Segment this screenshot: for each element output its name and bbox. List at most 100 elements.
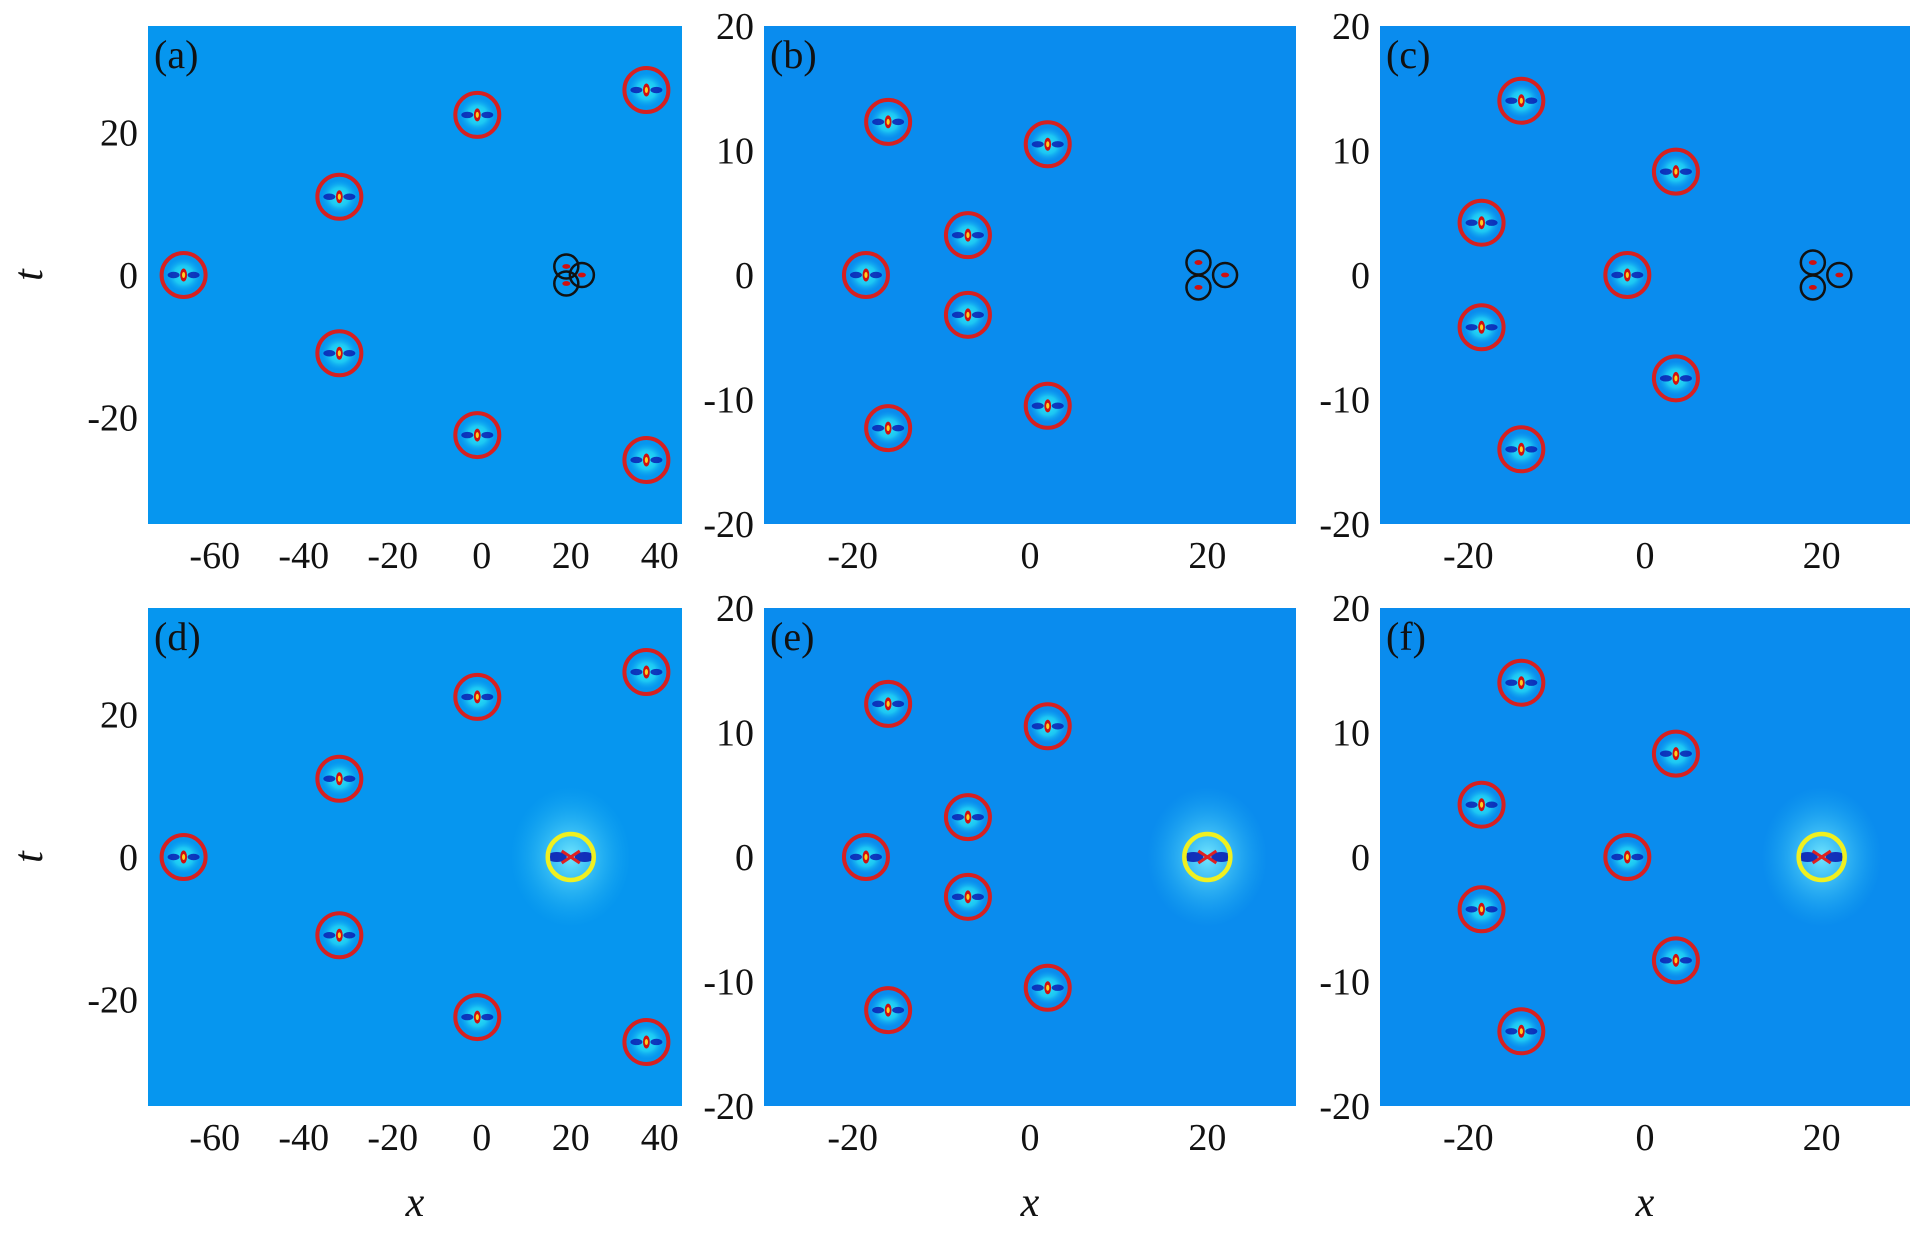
red-circle-marker — [1023, 381, 1072, 430]
red-circle-marker — [622, 435, 671, 484]
y-tick-label: -10 — [1319, 962, 1370, 1004]
red-circle-marker — [1603, 251, 1652, 299]
y-tick-label: 20 — [100, 113, 138, 155]
red-circle-marker — [159, 833, 208, 881]
y-axis-label: t — [6, 850, 52, 863]
y-tick-label: -20 — [703, 1086, 754, 1128]
y-tick-label: 0 — [119, 255, 138, 297]
y-tick-label: 20 — [1332, 6, 1370, 48]
peak — [1503, 665, 1540, 700]
x-tick-label: -20 — [367, 1117, 418, 1159]
peak — [949, 879, 986, 914]
x-tick-label: 0 — [1021, 1117, 1040, 1159]
panel-d: (d) -60 -40 -20 0 20 40 -20 0 20 x t — [6, 608, 682, 1226]
y-tick-label: 10 — [1332, 713, 1370, 755]
x-tick-label: 40 — [641, 1117, 679, 1159]
panel-label: (e) — [770, 614, 814, 659]
x-tick-label: 20 — [1188, 535, 1226, 577]
peak — [1657, 154, 1694, 189]
peak — [1463, 787, 1500, 822]
panel-f: (f) -20 0 20 -20 -10 0 10 20 x — [1319, 588, 1910, 1226]
red-circle-marker — [1457, 780, 1506, 829]
peak — [321, 336, 358, 371]
heatmap-area — [764, 26, 1296, 524]
black-circle-marker — [553, 253, 580, 280]
x-tick-label: -20 — [1443, 1117, 1494, 1159]
red-circle-marker — [1497, 1007, 1546, 1056]
peak — [949, 800, 986, 835]
red-circle-marker — [1497, 425, 1546, 474]
y-tick-label: 20 — [716, 6, 754, 48]
rogue-wave-core — [1183, 849, 1232, 865]
y-tick-label: 0 — [1351, 837, 1370, 879]
x-tick-label: -20 — [827, 1117, 878, 1159]
rogue-wave-core — [1797, 849, 1846, 865]
peak — [1029, 388, 1066, 423]
peak — [1503, 83, 1540, 118]
black-circle-marker — [1799, 274, 1827, 301]
peak — [847, 258, 884, 292]
peak — [321, 761, 358, 796]
x-tick-label: -20 — [1443, 535, 1494, 577]
heatmap-area — [148, 26, 682, 524]
yellow-circle-marker — [545, 831, 596, 883]
cluster-peak — [577, 272, 586, 278]
red-circle-marker — [315, 911, 364, 960]
red-circle-marker — [943, 793, 992, 842]
peak — [870, 686, 907, 721]
peak — [165, 258, 202, 292]
y-tick-label: 0 — [1351, 255, 1370, 297]
peak — [459, 1000, 496, 1035]
peak — [1029, 970, 1066, 1005]
peak — [628, 1024, 665, 1059]
red-circle-marker — [864, 986, 913, 1035]
x-tick-label: 20 — [1803, 1117, 1841, 1159]
red-circle-marker — [315, 754, 364, 803]
cluster-peak — [1835, 272, 1844, 278]
x-axis-label: x — [1635, 1180, 1655, 1226]
y-tick-label: -10 — [703, 380, 754, 422]
y-tick-label: -20 — [87, 979, 138, 1021]
peak — [628, 655, 665, 690]
red-circle-marker — [943, 872, 992, 921]
peak — [1029, 127, 1066, 162]
red-circle-marker — [1651, 147, 1700, 196]
red-circle-marker — [1457, 198, 1506, 247]
red-circle-marker — [1023, 963, 1072, 1012]
y-tick-label: -10 — [703, 962, 754, 1004]
peak — [459, 418, 496, 453]
peak — [628, 73, 665, 108]
red-circle-marker — [841, 833, 890, 881]
y-tick-label: 20 — [1332, 588, 1370, 630]
red-circle-marker — [453, 672, 502, 721]
red-circle-marker — [159, 251, 208, 299]
red-circle-marker — [453, 90, 502, 139]
x-axis-label: x — [405, 1180, 425, 1226]
panel-e: (e) -20 0 20 -20 -10 0 10 20 x — [703, 588, 1296, 1226]
y-tick-label: 0 — [119, 837, 138, 879]
x-tick-label: 0 — [472, 535, 491, 577]
x-tick-label: 0 — [1636, 1117, 1655, 1159]
red-circle-marker — [1023, 702, 1072, 751]
peak — [1029, 709, 1066, 744]
x-tick-label: 0 — [472, 1117, 491, 1159]
peak — [870, 411, 907, 446]
peak — [1463, 310, 1500, 345]
panel-label: (f) — [1386, 614, 1426, 659]
peak — [1463, 892, 1500, 927]
red-circle-marker — [943, 211, 992, 260]
heatmap-area — [764, 608, 1296, 1106]
red-circle-marker — [1651, 936, 1700, 985]
y-tick-label: 10 — [716, 131, 754, 173]
peak — [1609, 840, 1646, 874]
red-circle-marker — [864, 679, 913, 728]
y-tick-label: -20 — [1319, 1086, 1370, 1128]
cluster-peak — [1808, 260, 1817, 265]
y-tick-label: -20 — [1319, 504, 1370, 546]
x-tick-label: 20 — [1803, 535, 1841, 577]
cluster-peak — [1194, 260, 1203, 265]
red-circle-marker — [1651, 354, 1700, 403]
red-circle-marker — [1603, 833, 1652, 881]
red-circle-marker — [315, 172, 364, 221]
yellow-circle-marker — [1796, 831, 1847, 883]
